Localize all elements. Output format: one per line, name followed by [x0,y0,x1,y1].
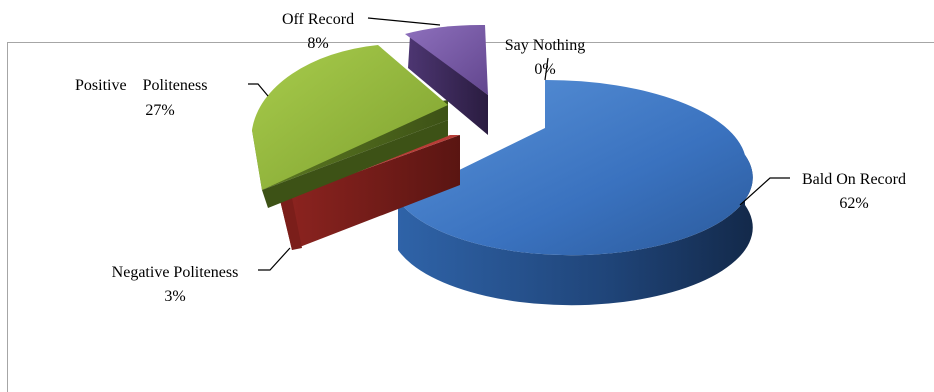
pct-off-record: 8% [307,35,328,52]
slice-positive-politeness-top [252,45,448,190]
leader-lines [248,17,790,271]
pct-negative-politeness: 3% [164,288,185,305]
pct-say-nothing: 0% [534,61,555,78]
slice-positive-politeness [252,45,448,208]
leader-bald-on-record [739,177,790,206]
slice-negative-politeness-front [280,135,460,250]
slice-off-record-side [408,36,488,135]
slice-bald-on-record [398,79,753,306]
label-positive-politeness: Positive Politeness [75,77,207,94]
slice-off-record-top [405,24,488,96]
slice-off-record [405,24,488,135]
leader-say-nothing [544,57,549,81]
pct-positive-politeness: 27% [145,102,174,119]
leader-positive-politeness [248,83,269,97]
pct-bald-on-record: 62% [839,195,868,212]
slice-bald-on-record-side [398,155,753,306]
leader-negative-politeness [258,247,291,271]
label-bald-on-record: Bald On Record [802,171,906,188]
leader-off-record [367,17,441,26]
slice-bald-on-record-top [398,79,753,256]
slice-negative-politeness-left [280,198,302,250]
label-say-nothing: Say Nothing [505,37,585,54]
slice-positive-politeness-bottom [262,120,448,208]
label-negative-politeness: Negative Politeness [112,264,239,281]
label-off-record: Off Record [282,11,354,28]
